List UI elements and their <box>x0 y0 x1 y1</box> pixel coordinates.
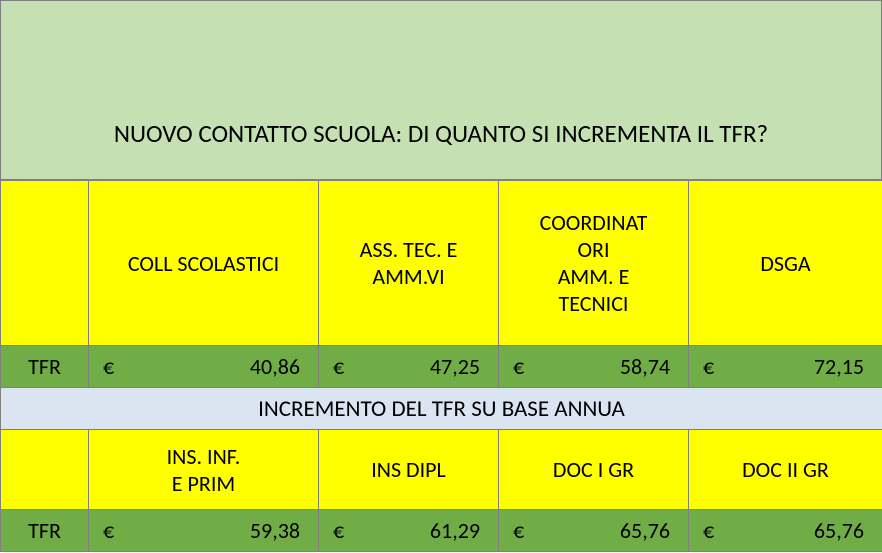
col-header: DSGA <box>689 181 882 346</box>
row-label: TFR <box>1 510 89 552</box>
value-cell: € 65,76 <box>689 510 882 552</box>
page-title: NUOVO CONTATTO SCUOLA: DI QUANTO SI INCR… <box>114 118 768 149</box>
col-header: DOC I GR <box>499 430 689 510</box>
header-line: INS. INF. <box>89 443 318 470</box>
table-container: NUOVO CONTATTO SCUOLA: DI QUANTO SI INCR… <box>0 0 882 553</box>
value: 65,76 <box>620 517 670 544</box>
col-header: COORDINAT ORI AMM. E TECNICI <box>499 181 689 346</box>
header-line: COORDINAT <box>499 209 688 236</box>
title-block: NUOVO CONTATTO SCUOLA: DI QUANTO SI INCR… <box>0 0 882 180</box>
section2-value-row: TFR € 59,38 € 61,29 € 65,76 <box>1 510 882 552</box>
currency-symbol: € <box>703 517 714 544</box>
col-header: COLL SCOLASTICI <box>89 181 319 346</box>
header-line: AMM. E <box>499 263 688 290</box>
header-line: TECNICI <box>499 290 688 317</box>
header-line: AMM.VI <box>319 263 498 290</box>
data-table: COLL SCOLASTICI ASS. TEC. E AMM.VI COORD… <box>0 180 882 552</box>
value: 58,74 <box>620 353 670 380</box>
value-cell: € 72,15 <box>689 346 882 388</box>
row-label: TFR <box>1 346 89 388</box>
col-header: INS. INF. E PRIM <box>89 430 319 510</box>
currency-symbol: € <box>513 353 524 380</box>
empty-header <box>1 430 89 510</box>
value-cell: € 40,86 <box>89 346 319 388</box>
value: 61,29 <box>430 517 480 544</box>
value: 59,38 <box>250 517 300 544</box>
currency-symbol: € <box>103 353 114 380</box>
value-cell: € 61,29 <box>319 510 499 552</box>
section1-value-row: TFR € 40,86 € 47,25 € 58,74 <box>1 346 882 388</box>
subtitle-row: INCREMENTO DEL TFR SU BASE ANNUA <box>1 388 882 430</box>
subtitle: INCREMENTO DEL TFR SU BASE ANNUA <box>1 388 882 430</box>
currency-symbol: € <box>513 517 524 544</box>
header-line: E PRIM <box>89 470 318 497</box>
currency-symbol: € <box>703 353 714 380</box>
section2-header-row: INS. INF. E PRIM INS DIPL DOC I GR DOC I… <box>1 430 882 510</box>
col-header: DOC II GR <box>689 430 882 510</box>
section1-header-row: COLL SCOLASTICI ASS. TEC. E AMM.VI COORD… <box>1 181 882 346</box>
currency-symbol: € <box>333 517 344 544</box>
value-cell: € 59,38 <box>89 510 319 552</box>
value-cell: € 58,74 <box>499 346 689 388</box>
currency-symbol: € <box>103 517 114 544</box>
value: 40,86 <box>250 353 300 380</box>
value-cell: € 65,76 <box>499 510 689 552</box>
value-cell: € 47,25 <box>319 346 499 388</box>
col-header: INS DIPL <box>319 430 499 510</box>
empty-header <box>1 181 89 346</box>
col-header: ASS. TEC. E AMM.VI <box>319 181 499 346</box>
header-line: ORI <box>499 236 688 263</box>
value: 65,76 <box>814 517 864 544</box>
currency-symbol: € <box>333 353 344 380</box>
value: 47,25 <box>430 353 480 380</box>
header-line: ASS. TEC. E <box>319 236 498 263</box>
value: 72,15 <box>814 353 864 380</box>
